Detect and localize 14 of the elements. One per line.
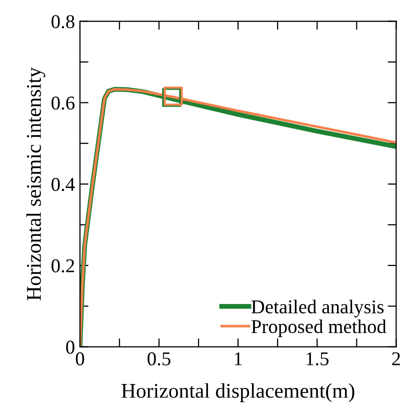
y-tick-label: 0.2 xyxy=(52,259,74,272)
y-tick-label: 0 xyxy=(66,340,74,354)
y-tick-label: 0.6 xyxy=(52,96,75,110)
x-axis-title: Horizontal displacement(m) xyxy=(122,383,354,402)
y-axis-title: Horizontal seismic intensity xyxy=(26,67,46,300)
y-tick-label: 0.8 xyxy=(52,15,74,28)
y-tick-label: 0.4 xyxy=(52,178,75,192)
legend-label: Proposed method xyxy=(251,319,386,338)
x-tick-label: 1.5 xyxy=(306,352,329,366)
x-tick-label: 0 xyxy=(76,352,84,366)
legend-label: Detailed analysis xyxy=(251,300,384,318)
x-tick-label: 2 xyxy=(392,352,400,366)
x-tick-label: 1 xyxy=(234,352,242,366)
x-tick-label: 0.5 xyxy=(148,352,170,366)
